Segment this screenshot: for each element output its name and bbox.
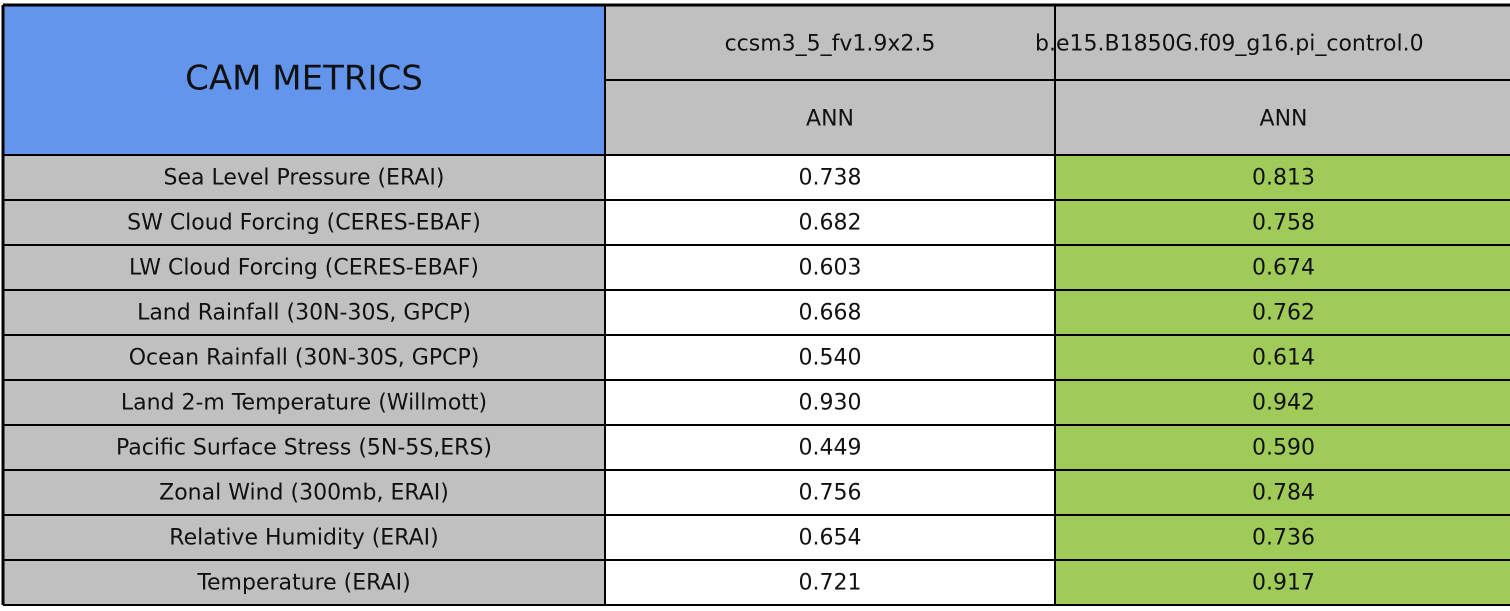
metric-value: 0.449 [799,436,862,461]
value-cell [605,560,1055,605]
metric-value: 0.614 [1252,346,1315,371]
value-cell [605,380,1055,425]
row-label: LW Cloud Forcing (CERES-EBAF) [129,256,479,281]
row-label: Sea Level Pressure (ERAI) [164,166,445,191]
value-cell [1055,560,1510,605]
metric-value: 0.942 [1252,391,1315,416]
metric-value: 0.674 [1252,256,1315,281]
value-cell [605,200,1055,245]
metric-value: 0.540 [799,346,862,371]
column-period: ANN [806,107,854,132]
title-cell [3,5,605,155]
row-label-cell [3,245,605,290]
value-cell [605,335,1055,380]
value-cell [605,290,1055,335]
metric-value: 0.813 [1252,166,1315,191]
metric-value: 0.590 [1252,436,1315,461]
value-cell [605,515,1055,560]
row-label: Relative Humidity (ERAI) [169,526,438,551]
column-name: ccsm3_5_fv1.9x2.5 [725,32,936,57]
row-label: SW Cloud Forcing (CERES-EBAF) [127,211,481,236]
value-cell [605,425,1055,470]
row-label: Ocean Rainfall (30N-30S, GPCP) [129,346,480,371]
value-cell [1055,245,1510,290]
row-label-cell [3,155,605,200]
metric-value: 0.682 [799,211,862,236]
row-label-cell [3,335,605,380]
metric-value: 0.784 [1252,481,1315,506]
row-label-cell [3,515,605,560]
metric-value: 0.930 [799,391,862,416]
metric-value: 0.917 [1252,571,1315,596]
value-cell [1055,380,1510,425]
value-cell [1055,425,1510,470]
value-cell [605,245,1055,290]
metric-value: 0.736 [1252,526,1315,551]
row-label-cell [3,470,605,515]
value-cell [605,155,1055,200]
row-label: Pacific Surface Stress (5N-5S,ERS) [116,436,492,461]
row-label-cell [3,380,605,425]
row-label-cell [3,425,605,470]
row-label: Land 2-m Temperature (Willmott) [121,391,487,416]
column-name: b.e15.B1850G.f09_g16.pi_control.0 [1035,32,1424,57]
metric-value: 0.721 [799,571,862,596]
metric-value: 0.738 [799,166,862,191]
table-title: CAM METRICS [185,59,423,99]
row-label: Land Rainfall (30N-30S, GPCP) [137,301,471,326]
value-cell [1055,335,1510,380]
value-cell [1055,515,1510,560]
row-label: Temperature (ERAI) [196,571,410,596]
column-period: ANN [1260,107,1308,132]
metric-value: 0.654 [799,526,862,551]
metric-value: 0.668 [799,301,862,326]
metric-value: 0.756 [799,481,862,506]
value-cell [1055,290,1510,335]
value-cell [1055,470,1510,515]
metric-value: 0.758 [1252,211,1315,236]
value-cell [1055,155,1510,200]
row-label-cell [3,560,605,605]
metric-value: 0.603 [799,256,862,281]
value-cell [1055,200,1510,245]
value-cell [605,470,1055,515]
row-label-cell [3,290,605,335]
row-label-cell [3,200,605,245]
row-label: Zonal Wind (300mb, ERAI) [159,481,449,506]
metric-value: 0.762 [1252,301,1315,326]
